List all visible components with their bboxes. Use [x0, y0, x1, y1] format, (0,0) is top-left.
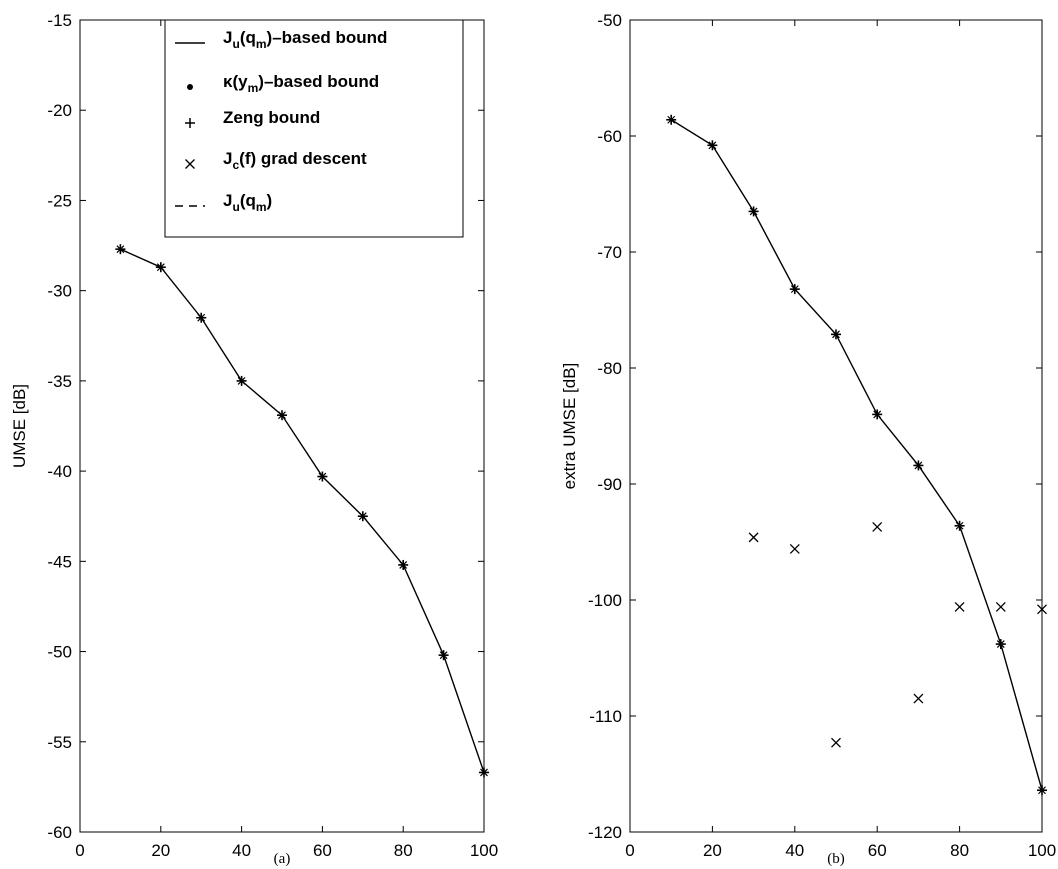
- data-point: [995, 639, 1006, 650]
- legend-label: κ(ym)–based bound: [223, 72, 379, 95]
- data-point-x: [954, 602, 965, 612]
- y-tick-label: -40: [47, 462, 72, 481]
- data-point: [913, 460, 924, 471]
- y-tick-label: -30: [47, 282, 72, 301]
- data-point-x: [1037, 604, 1047, 615]
- y-tick-label: -50: [597, 11, 622, 30]
- y-tick-label: -50: [47, 643, 72, 662]
- data-point-x: [748, 532, 759, 543]
- series-line: [670, 119, 1043, 791]
- data-point-x: [872, 521, 883, 532]
- y-tick-label: -120: [588, 823, 622, 842]
- legend-box: [164, 19, 464, 238]
- y-tick-label: -60: [47, 823, 72, 842]
- data-point-x: [789, 544, 800, 554]
- data-point-x: [995, 602, 1006, 612]
- y-axis-label: extra UMSE [dB]: [560, 363, 579, 490]
- data-point: [1037, 785, 1047, 796]
- x-tick-label: 20: [703, 841, 722, 860]
- data-point: [438, 650, 449, 661]
- x-axis-label: Nf: [274, 867, 290, 869]
- legend-swatch-x: [185, 159, 195, 169]
- data-point: [707, 140, 718, 151]
- x-tick-label: 40: [232, 841, 251, 860]
- data-point: [666, 114, 677, 125]
- panel-caption: (a): [274, 851, 291, 867]
- data-point: [155, 262, 166, 273]
- data-point: [398, 559, 409, 570]
- y-axis-label: UMSE [dB]: [10, 384, 29, 468]
- data-point: [317, 471, 328, 482]
- data-point: [196, 312, 207, 323]
- x-tick-label: 0: [625, 841, 634, 860]
- legend-label: Ju(qm): [223, 191, 272, 214]
- panel-b: 0 20 40 60 80 100 -50 -60 -70 -80 -90 -100 -110 -120 N…: [560, 11, 1056, 869]
- legend-label: Jc(f) grad descent: [223, 149, 367, 172]
- y-tick-label: -25: [47, 191, 72, 210]
- data-point: [479, 767, 489, 778]
- series-line: [120, 248, 485, 773]
- data-point: [872, 409, 883, 420]
- y-tick-label: -45: [47, 552, 72, 571]
- data-point: [277, 410, 287, 421]
- x-tick-label: 60: [313, 841, 332, 860]
- plot-frame: [629, 19, 1043, 833]
- y-tick-label: -80: [597, 359, 622, 378]
- data-point-x: [913, 693, 924, 704]
- y-tick-label: -20: [47, 101, 72, 120]
- x-tick-label: 80: [950, 841, 969, 860]
- data-point: [954, 520, 965, 531]
- x-tick-label: 0: [75, 841, 84, 860]
- y-tick-label: -15: [47, 11, 72, 30]
- legend: Ju(qm)–based bound κ(ym)–based bound Zeng …: [164, 19, 464, 238]
- x-tick-label: 60: [868, 841, 887, 860]
- legend-swatch-dot: [187, 84, 193, 90]
- data-point: [789, 284, 800, 295]
- data-point-x: [831, 737, 841, 748]
- y-tick-label: -70: [597, 243, 622, 262]
- data-point: [748, 206, 759, 217]
- data-point: [357, 511, 368, 522]
- x-tick-label: 20: [151, 841, 170, 860]
- y-tick-label: -100: [588, 591, 622, 610]
- legend-label: Zeng bound: [223, 108, 320, 127]
- panel-a: 0 20 40 60 80 100 -15 -20 -25 -30 -35 -40 -45 -50 -55 -…: [10, 11, 498, 869]
- x-tick-label: 40: [785, 841, 804, 860]
- panel-caption: (b): [827, 851, 845, 867]
- x-tick-label: 100: [1028, 841, 1056, 860]
- y-tick-label: -35: [47, 372, 72, 391]
- legend-label: Ju(qm)–based bound: [223, 28, 387, 51]
- x-tick-label: 80: [394, 841, 413, 860]
- y-tick-label: -90: [597, 475, 622, 494]
- y-tick-label: -60: [597, 127, 622, 146]
- x-axis-label: Nf: [828, 867, 844, 869]
- data-point: [236, 375, 247, 386]
- data-point: [115, 244, 126, 255]
- legend-swatch-plus: [185, 118, 195, 128]
- x-tick-label: 100: [470, 841, 498, 860]
- data-point: [831, 329, 841, 340]
- y-tick-label: -55: [47, 733, 72, 752]
- y-tick-label: -110: [589, 707, 622, 726]
